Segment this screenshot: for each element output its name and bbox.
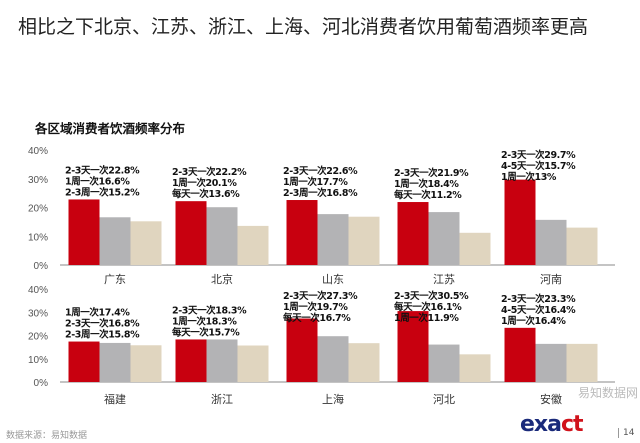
y-tick-label: 0%	[34, 261, 49, 272]
data-label: 1周一次13%	[501, 171, 557, 183]
category-label: 山东	[322, 273, 344, 286]
y-tick-label: 30%	[28, 308, 48, 319]
bar	[428, 344, 460, 382]
page-number: 14	[618, 428, 634, 438]
data-label: 1周一次18.3%	[172, 315, 237, 327]
bar	[535, 219, 567, 265]
bar	[397, 202, 429, 265]
bar	[130, 345, 162, 382]
bar	[68, 341, 100, 382]
data-label: 4-5天一次16.4%	[501, 304, 576, 316]
bar	[175, 201, 207, 265]
bar	[99, 342, 131, 382]
category-label: 江苏	[433, 273, 455, 286]
data-label: 2-3天一次22.2%	[172, 166, 247, 178]
data-label: 4-5天一次15.7%	[501, 160, 576, 172]
bar	[317, 214, 349, 265]
data-label: 1周一次18.4%	[394, 178, 459, 190]
data-label: 2-3天一次23.3%	[501, 293, 576, 305]
category-label: 河北	[433, 393, 455, 406]
bar	[459, 232, 491, 265]
data-label: 每天一次15.7%	[172, 326, 240, 338]
data-label: 2-3周一次15.8%	[65, 329, 140, 341]
logo-part2: ct	[560, 412, 584, 437]
data-label: 2-3天一次22.8%	[65, 164, 140, 176]
y-tick-label: 20%	[28, 204, 48, 215]
category-label: 安徽	[540, 392, 562, 406]
bar	[286, 318, 318, 382]
category-label: 福建	[104, 392, 126, 406]
category-label: 浙江	[211, 393, 233, 406]
data-label: 1周一次16.6%	[65, 175, 130, 187]
category-label: 河南	[540, 273, 562, 286]
exact-logo: exact	[520, 412, 584, 438]
bar	[566, 343, 598, 382]
bar	[286, 200, 318, 265]
bar	[428, 212, 460, 265]
bar	[397, 311, 429, 382]
data-label: 2-3天一次16.8%	[65, 318, 140, 330]
bar	[206, 339, 238, 382]
data-label: 1周一次11.9%	[394, 312, 459, 324]
data-label: 2-3周一次16.8%	[283, 187, 358, 199]
data-label: 每天一次11.2%	[394, 189, 462, 201]
data-label: 每天一次16.7%	[283, 312, 351, 324]
watermark: 易知数据网	[578, 386, 639, 400]
y-tick-label: 40%	[28, 285, 48, 296]
bar	[130, 221, 162, 265]
y-tick-label: 10%	[28, 355, 48, 366]
bar	[206, 207, 238, 265]
category-label: 广东	[104, 273, 126, 286]
data-label: 1周一次17.4%	[65, 307, 130, 319]
data-label: 2-3周一次15.2%	[65, 186, 140, 198]
bar	[504, 179, 536, 265]
slide-title: 相比之下北京、江苏、浙江、上海、河北消费者饮用葡萄酒频率更高	[18, 16, 589, 38]
data-label: 1周一次17.7%	[283, 176, 348, 188]
bar	[459, 354, 491, 382]
y-tick-label: 20%	[28, 332, 48, 343]
logo-part1: exa	[520, 412, 562, 437]
data-label: 2-3天一次27.3%	[283, 290, 358, 302]
y-tick-label: 40%	[28, 146, 48, 157]
data-label: 每天一次13.6%	[172, 188, 240, 200]
bar	[348, 216, 380, 265]
data-label: 2-3天一次29.7%	[501, 149, 576, 161]
bar	[99, 217, 131, 265]
data-label: 2-3天一次21.9%	[394, 167, 469, 179]
data-label: 2-3天一次22.6%	[283, 165, 358, 177]
data-label: 1周一次20.1%	[172, 177, 237, 189]
bar	[237, 345, 269, 382]
data-label: 1周一次16.4%	[501, 315, 566, 327]
data-label: 每天一次16.1%	[394, 301, 462, 313]
bar	[317, 336, 349, 382]
bar	[175, 339, 207, 382]
chart-subtitle: 各区域消费者饮酒频率分布	[35, 121, 186, 136]
bar	[566, 227, 598, 265]
data-source: 数据来源：易知数据	[6, 431, 88, 441]
bar	[504, 327, 536, 382]
y-tick-label: 30%	[28, 175, 48, 186]
data-label: 2-3天一次30.5%	[394, 290, 469, 302]
bar	[535, 343, 567, 382]
bar	[68, 199, 100, 265]
data-label: 1周一次19.7%	[283, 301, 348, 313]
y-tick-label: 10%	[28, 232, 48, 243]
category-label: 北京	[211, 272, 233, 286]
bar	[237, 225, 269, 265]
bar	[348, 343, 380, 382]
y-tick-label: 0%	[34, 378, 49, 389]
category-label: 上海	[322, 392, 344, 406]
data-label: 2-3天一次18.3%	[172, 304, 247, 316]
